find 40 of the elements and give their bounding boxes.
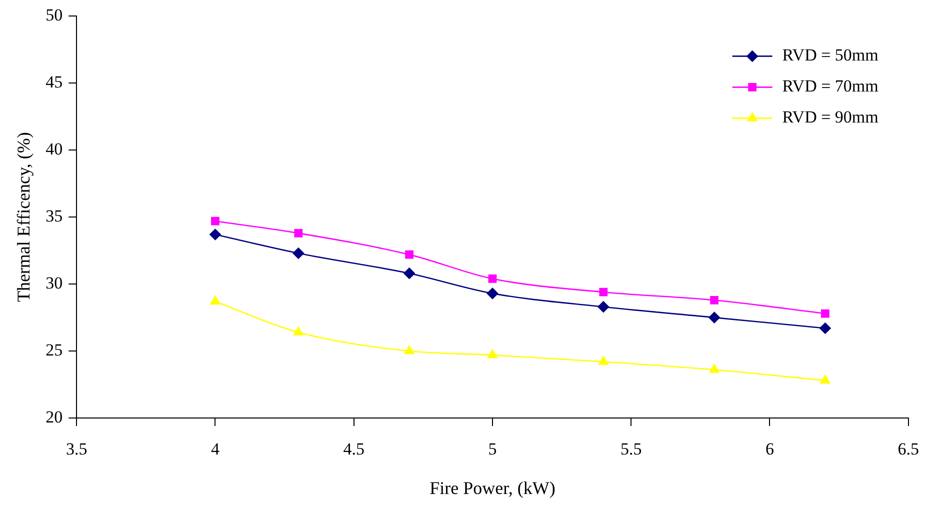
- point: [292, 248, 304, 259]
- point: [486, 288, 498, 300]
- point: [211, 216, 220, 226]
- y-tick-label: 45: [46, 72, 63, 92]
- point: [293, 326, 304, 336]
- legend-label: RVD = 90mm: [782, 108, 878, 127]
- y-tick-label: 40: [46, 140, 63, 159]
- x-tick-label: 5: [488, 440, 497, 459]
- point: [294, 228, 303, 238]
- x-tick-label: 6.5: [898, 440, 919, 459]
- x-tick-label: 4: [210, 440, 220, 459]
- point: [820, 374, 830, 384]
- y-tick-label: 35: [46, 206, 63, 226]
- point: [709, 364, 720, 373]
- y-tick-label: 50: [46, 6, 63, 25]
- point: [710, 296, 718, 304]
- point: [210, 296, 220, 305]
- x-tick-label: 4.5: [343, 440, 364, 459]
- point: [210, 228, 221, 240]
- legend-label: RVD = 50mm: [782, 46, 878, 65]
- point: [404, 268, 415, 279]
- point: [821, 309, 830, 318]
- y-tick-label: 30: [46, 274, 63, 293]
- y-tick-label: 25: [46, 340, 63, 360]
- point: [405, 250, 414, 259]
- point: [488, 274, 497, 283]
- x-tick-label: 6: [765, 440, 774, 459]
- point: [598, 301, 610, 312]
- legend-label: RVD = 70mm: [782, 76, 878, 96]
- x-tick-label: 5.5: [620, 440, 642, 459]
- x-tick-label: 3.5: [66, 440, 88, 459]
- point: [708, 312, 720, 324]
- point: [599, 288, 608, 296]
- y-tick-label: 20: [46, 407, 63, 426]
- x-axis-title: Fire Power, (kW): [430, 478, 556, 498]
- point: [404, 345, 414, 354]
- point: [488, 349, 498, 358]
- y-axis-title: Thermal Efficency, (%): [14, 132, 34, 302]
- point: [820, 322, 831, 334]
- point: [598, 356, 608, 365]
